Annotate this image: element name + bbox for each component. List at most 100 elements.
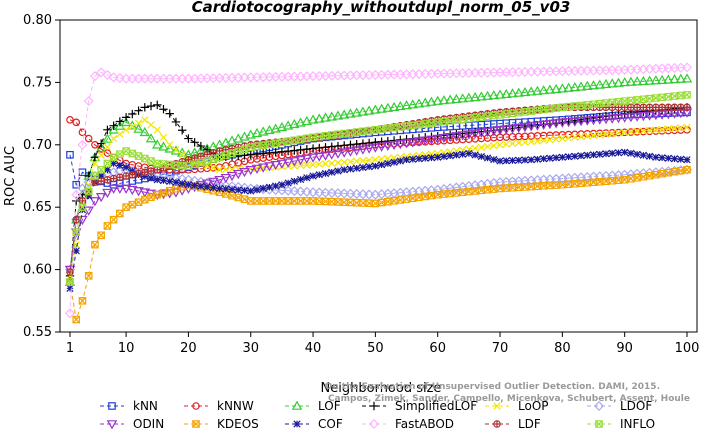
series-point-LDF [153, 166, 162, 174]
series-point-COF [359, 163, 367, 172]
series-point-ODIN [338, 148, 350, 158]
legend-label-COF: COF [318, 417, 343, 431]
series-point-COF [596, 150, 604, 158]
series-point-SimplifiedLOF [333, 141, 343, 151]
series-point-INFLO [359, 127, 367, 136]
series-point-COF [608, 149, 616, 157]
series-point-INFLO [477, 113, 486, 121]
series-point-LDF [652, 103, 660, 112]
series-point-LDOF [326, 187, 337, 199]
series-point-LoOP [583, 132, 591, 140]
series-point-FastABOD [681, 62, 693, 73]
legend-item-COF: COF [285, 417, 343, 431]
legend-marker-KDEOS [192, 420, 200, 428]
series-point-KDEOS [240, 195, 249, 204]
series-point-COF [259, 184, 267, 193]
series-point-INFLO [408, 121, 417, 130]
series-point-ODIN [513, 123, 524, 133]
series-point-kNNW [91, 141, 99, 149]
series-point-LoOP [540, 136, 548, 145]
series-point-ODIN [239, 167, 250, 178]
series-point-LoOP [670, 124, 679, 132]
series-point-INFLO [521, 108, 529, 116]
series-point-FastABOD [71, 189, 82, 200]
series-point-LoOP [222, 165, 230, 174]
series-point-INFLO [97, 165, 105, 174]
series-point-INFLO [614, 97, 623, 106]
series-point-COF [639, 151, 647, 159]
series-point-LoOP [110, 134, 118, 143]
series-point-ODIN [494, 126, 506, 136]
series-point-LOF [494, 89, 506, 99]
series-point-LOF [226, 135, 238, 145]
x-tick-label-2: 20 [180, 341, 197, 356]
series-point-INFLO [215, 153, 224, 162]
series-point-KDEOS [234, 193, 243, 202]
series-point-ODIN [407, 138, 419, 148]
series-point-LoOP [321, 160, 330, 168]
y-tick-label-0: 0.55 [23, 325, 52, 340]
series-point-LDOF [258, 184, 269, 195]
series-point-INFLO [458, 115, 467, 124]
series-point-LoOP [633, 127, 641, 135]
series-point-LoOP [589, 131, 598, 140]
x-tick-label-10: 100 [675, 341, 700, 356]
series-point-LOF [606, 78, 618, 88]
series-point-KDEOS [371, 199, 380, 208]
series-point-ODIN [638, 112, 649, 122]
series-point-SimplifiedLOF [315, 143, 324, 153]
series-point-LOF [420, 97, 431, 107]
series-point-FastABOD [89, 71, 100, 82]
series-point-COF [471, 151, 479, 159]
series-point-COF [172, 178, 180, 186]
series-point-LOF [170, 145, 182, 155]
series-point-LoOP [664, 125, 672, 133]
series-point-COF [340, 166, 348, 174]
series-point-INFLO [421, 120, 430, 128]
series-point-LoOP [166, 141, 174, 149]
series-point-COF [558, 153, 566, 161]
series-point-ODIN [326, 150, 337, 160]
series-point-KDEOS [489, 185, 498, 193]
legend-label-KDEOS: KDEOS [217, 417, 259, 431]
series-point-INFLO [390, 123, 398, 132]
series-point-INFLO [259, 141, 268, 150]
series-point-INFLO [508, 109, 517, 118]
series-point-LDF [91, 178, 99, 186]
series-point-LoOP [477, 143, 485, 152]
series-point-INFLO [271, 139, 280, 148]
series-point-COF [166, 177, 174, 186]
series-point-SimplifiedLOF [109, 121, 118, 130]
series-point-KDEOS [421, 192, 430, 201]
series-point-LOF [582, 80, 593, 90]
series-point-COF [203, 183, 211, 191]
series-point-LDOF [289, 186, 300, 197]
series-point-LDOF [357, 189, 368, 200]
series-point-COF [253, 186, 261, 194]
series-point-SimplifiedLOF [115, 117, 125, 126]
series-point-LoOP [371, 156, 380, 164]
series-point-KDEOS [652, 170, 660, 179]
series-point-LOF [650, 75, 662, 85]
series-point-ODIN [376, 142, 387, 152]
series-point-KDEOS [440, 190, 448, 198]
y-tick-label-4: 0.75 [23, 75, 52, 90]
series-point-COF [371, 162, 380, 170]
series-point-ODIN [613, 114, 624, 124]
series-point-LOF [407, 99, 419, 109]
series-point-ODIN [488, 126, 500, 137]
series-point-COF [278, 181, 286, 189]
series-point-LoOP [159, 133, 168, 141]
series-point-ODIN [582, 116, 593, 126]
series-point-INFLO [670, 92, 679, 100]
series-point-ODIN [401, 139, 412, 149]
series-point-COF [390, 158, 398, 166]
series-point-KDEOS [153, 190, 162, 199]
series-point-SimplifiedLOF [259, 149, 268, 158]
series-point-COF [515, 156, 523, 164]
series-point-LoOP [359, 157, 367, 165]
series-point-KDEOS [683, 165, 691, 174]
series-point-SimplifiedLOF [296, 145, 305, 154]
series-point-COF [197, 182, 205, 190]
series-point-INFLO [228, 149, 236, 158]
